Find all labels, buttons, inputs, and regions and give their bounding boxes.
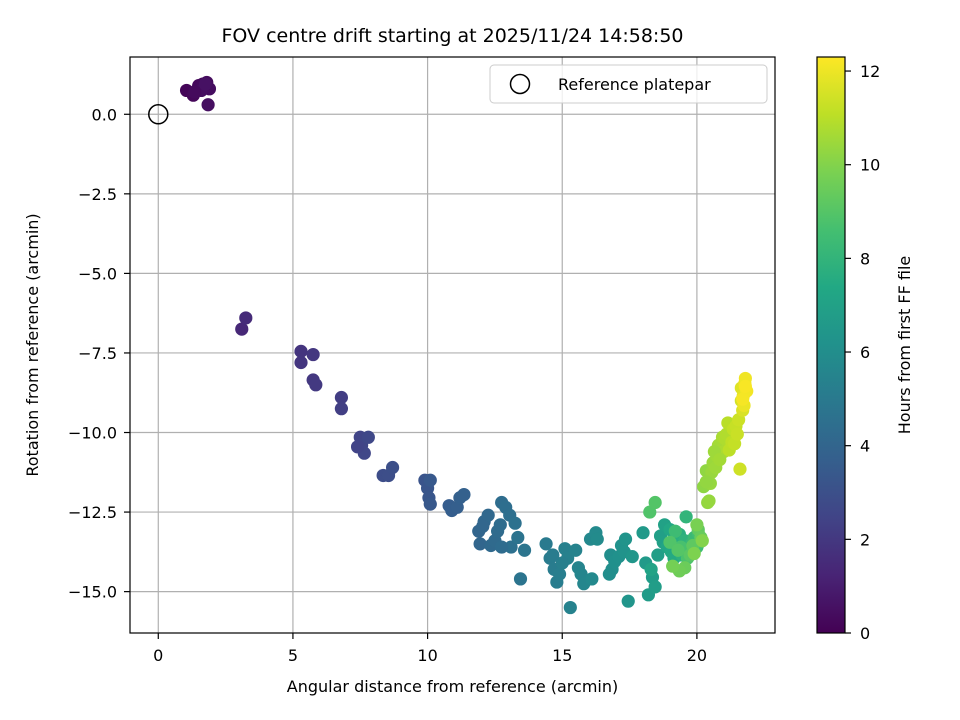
colorbar-label: Hours from first FF file — [895, 256, 914, 435]
data-point — [671, 543, 685, 557]
data-point — [648, 495, 662, 510]
colorbar-tick-label: 4 — [860, 437, 870, 456]
data-point — [733, 462, 747, 476]
data-point — [235, 322, 249, 336]
data-point — [651, 548, 665, 562]
data-point — [736, 392, 750, 406]
data-point — [294, 355, 308, 370]
x-axis-ticks: 0 5 10 15 20 — [153, 633, 707, 665]
data-point — [385, 460, 400, 475]
legend: Reference platepar — [489, 64, 768, 104]
y-axis-label: Rotation from reference (arcmin) — [23, 213, 42, 476]
data-point — [546, 548, 560, 562]
data-point — [476, 519, 490, 533]
data-point — [495, 540, 509, 554]
data-point — [457, 487, 471, 502]
grid-lines — [130, 57, 775, 633]
x-tick-label: 15 — [552, 646, 572, 665]
data-point — [563, 600, 577, 615]
y-tick-label: −10.0 — [68, 424, 117, 443]
data-point — [552, 567, 567, 581]
data-point — [198, 77, 213, 91]
colorbar-tick-label: 0 — [860, 624, 870, 643]
data-point — [361, 430, 375, 444]
data-point — [473, 537, 487, 551]
data-point — [738, 379, 752, 393]
data-point — [668, 524, 682, 538]
data-point — [423, 497, 437, 511]
data-point — [350, 440, 365, 454]
y-axis-ticks: 0.0 −2.5 −5.0 −7.5 −10.0 −12.5 −15.0 — [68, 105, 130, 602]
colorbar-tick-label: 10 — [860, 156, 880, 175]
data-point — [585, 572, 599, 586]
colorbar-tick-label: 6 — [860, 343, 870, 362]
data-point — [569, 543, 583, 557]
data-point — [679, 510, 693, 524]
data-point — [309, 378, 323, 392]
data-point — [695, 534, 709, 548]
data-point — [493, 518, 507, 532]
data-point — [602, 567, 616, 581]
data-point — [730, 427, 744, 441]
data-point — [663, 535, 677, 549]
data-point — [481, 508, 495, 522]
data-point — [690, 518, 704, 532]
data-point — [666, 559, 680, 573]
data-point — [511, 530, 525, 545]
data-point — [687, 546, 701, 561]
data-point — [618, 532, 633, 546]
data-point — [590, 532, 604, 546]
colorbar-frame — [816, 56, 846, 634]
data-point — [504, 540, 518, 554]
x-tick-label: 0 — [153, 646, 163, 665]
x-tick-label: 20 — [687, 646, 707, 665]
y-tick-label: −15.0 — [68, 583, 117, 602]
data-point — [306, 347, 320, 362]
data-point — [555, 556, 569, 570]
x-axis-label: Angular distance from reference (arcmin) — [287, 677, 618, 696]
data-point — [644, 562, 658, 576]
legend-box — [489, 64, 768, 104]
data-point — [648, 580, 662, 594]
data-point — [517, 543, 532, 557]
y-tick-label: −7.5 — [78, 344, 117, 363]
data-point — [621, 594, 635, 608]
data-point — [539, 537, 553, 551]
colorbar-gradient — [817, 57, 845, 633]
y-tick-label: −12.5 — [68, 503, 117, 522]
data-point — [201, 98, 215, 112]
y-tick-label: −5.0 — [78, 264, 117, 283]
data-point — [334, 402, 349, 416]
colorbar: 0 2 4 6 8 10 12 Hours from first FF file — [816, 56, 914, 643]
plot-area-frame — [129, 56, 776, 634]
data-point — [636, 526, 650, 540]
data-point — [423, 473, 437, 487]
legend-label: Reference platepar — [558, 75, 711, 94]
data-point — [334, 390, 349, 405]
colorbar-tick-label: 8 — [860, 249, 870, 268]
data-point — [294, 344, 308, 358]
data-point — [188, 85, 202, 99]
data-points — [179, 75, 754, 615]
colorbar-tick-label: 2 — [860, 530, 870, 549]
y-tick-label: 0.0 — [92, 105, 117, 124]
data-point — [702, 494, 716, 508]
colorbar-tick-label: 12 — [860, 62, 880, 81]
data-point — [513, 572, 528, 586]
data-point — [699, 475, 713, 489]
data-point — [239, 311, 253, 325]
colorbar-ticks: 0 2 4 6 8 10 12 — [845, 62, 880, 643]
y-tick-label: −2.5 — [78, 185, 117, 204]
x-tick-label: 10 — [417, 646, 437, 665]
legend-reference-marker — [509, 73, 531, 95]
chart-title: FOV centre drift starting at 2025/11/24 … — [221, 25, 683, 47]
reference-point-marker — [148, 104, 169, 125]
x-tick-label: 5 — [288, 646, 298, 665]
data-point — [713, 452, 727, 467]
data-point — [625, 550, 639, 564]
data-point — [508, 516, 522, 530]
